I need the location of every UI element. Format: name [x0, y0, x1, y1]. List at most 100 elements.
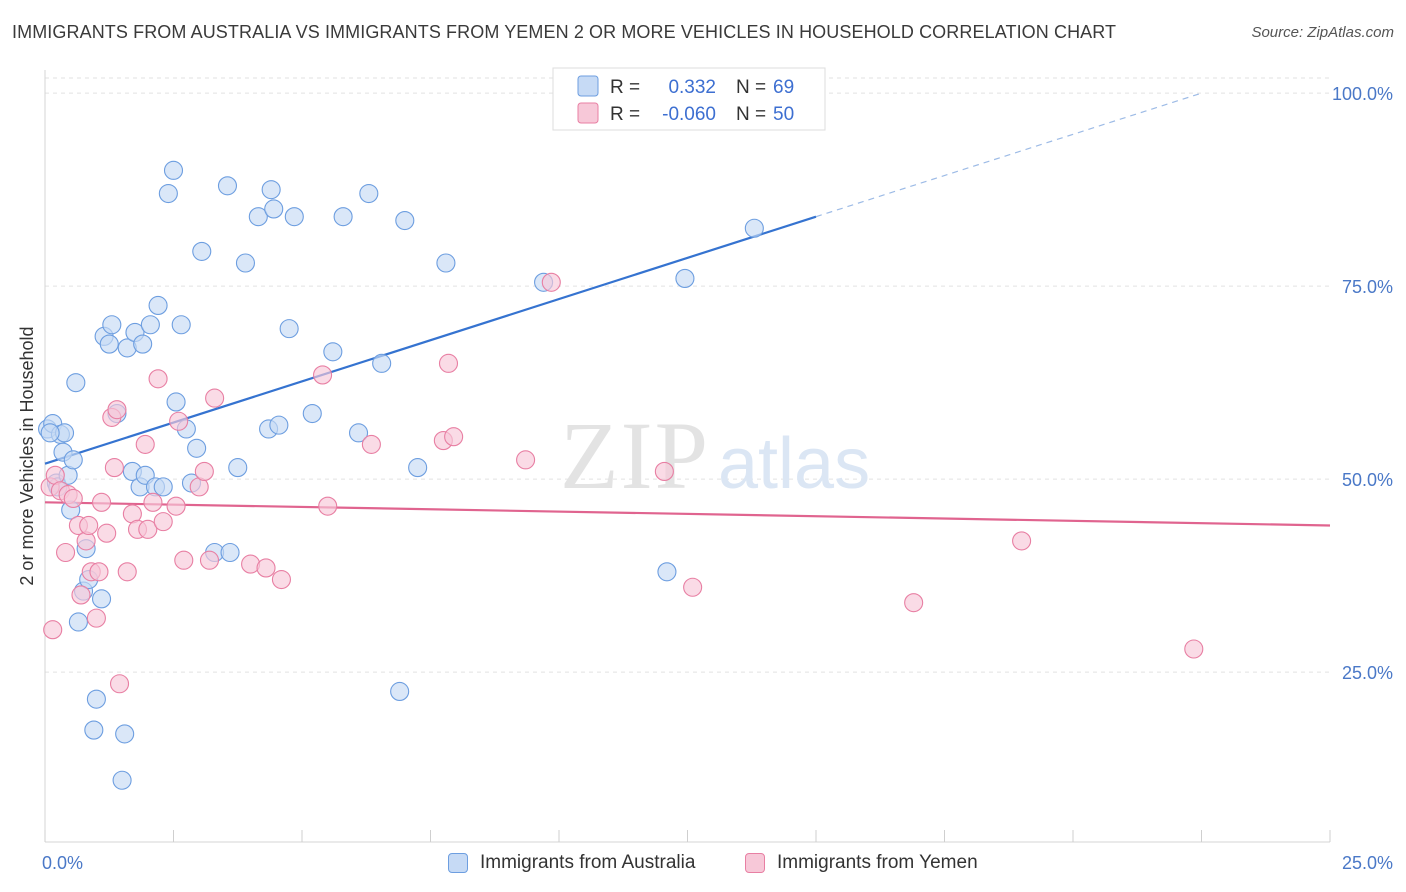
- point-yemen: [1012, 531, 1032, 551]
- legend-swatch-yemen: [577, 102, 599, 124]
- point-australia: [153, 477, 173, 497]
- point-australia: [657, 562, 677, 582]
- point-yemen: [205, 388, 225, 408]
- point-yemen: [444, 427, 464, 447]
- point-yemen: [43, 620, 63, 640]
- point-australia: [390, 681, 410, 702]
- point-yemen: [166, 496, 186, 516]
- point-australia: [744, 218, 764, 238]
- point-yemen: [256, 558, 276, 578]
- point-australia: [220, 542, 240, 563]
- legend-n-label-2: N =: [736, 104, 766, 125]
- point-yemen: [63, 488, 83, 509]
- point-australia: [302, 403, 322, 424]
- y-axis-label: 2 or more Vehicles in Household: [17, 326, 37, 585]
- point-australia: [86, 689, 106, 709]
- point-australia: [148, 295, 168, 316]
- point-australia: [84, 720, 104, 740]
- axes: [44, 70, 1331, 843]
- point-australia: [261, 180, 281, 200]
- point-yemen: [174, 550, 194, 570]
- legend-label-australia: Immigrants from Australia: [480, 852, 696, 873]
- point-yemen: [71, 585, 91, 605]
- legend-item-yemen: Immigrants from Yemen: [745, 852, 978, 874]
- point-yemen: [79, 515, 99, 536]
- point-australia: [192, 241, 212, 261]
- trend-line-australia-extension: [815, 92, 1202, 218]
- point-yemen: [541, 272, 561, 292]
- legend-r-value-2: -0.060: [662, 104, 716, 125]
- point-yemen: [516, 450, 536, 470]
- legend-r-value-1: 0.332: [668, 77, 716, 98]
- point-australia: [102, 315, 122, 335]
- watermark: ZIP atlas: [560, 402, 870, 509]
- point-australia: [187, 438, 207, 458]
- point-australia: [158, 183, 178, 204]
- point-yemen: [199, 550, 220, 570]
- point-australia: [112, 770, 132, 790]
- legend-swatch-yemen-bottom: [745, 853, 765, 873]
- point-australia: [163, 160, 184, 180]
- point-yemen: [904, 593, 924, 613]
- point-yemen: [271, 569, 291, 590]
- point-australia: [66, 373, 86, 393]
- legend-label-yemen: Immigrants from Yemen: [777, 852, 978, 873]
- legend-swatch-australia: [577, 75, 599, 97]
- point-yemen: [109, 674, 130, 694]
- y-tick-label: 50.0%: [1342, 470, 1393, 490]
- x-tick-label-max: 25.0%: [1342, 853, 1393, 873]
- point-yemen: [104, 458, 124, 478]
- tick-labels: 25.0% 50.0% 75.0% 100.0% 0.0% 25.0%: [42, 84, 1393, 873]
- point-yemen: [194, 461, 214, 481]
- point-australia: [40, 423, 60, 443]
- trend-line-yemen: [44, 501, 1331, 527]
- point-yemen: [107, 400, 127, 420]
- correlation-legend: R = 0.332 N = 69 R = -0.060 N = 50: [552, 67, 826, 131]
- legend-n-label-1: N =: [736, 77, 766, 98]
- watermark-atlas: atlas: [718, 424, 870, 504]
- data-points: [38, 160, 1204, 790]
- point-australia: [248, 207, 268, 227]
- point-australia: [140, 315, 160, 335]
- point-yemen: [153, 512, 173, 532]
- y-tick-label: 100.0%: [1332, 84, 1393, 104]
- point-yemen: [683, 577, 703, 597]
- legend-r-label-1: R =: [610, 77, 640, 98]
- point-australia: [133, 334, 153, 354]
- point-australia: [395, 210, 415, 231]
- point-australia: [284, 207, 304, 227]
- point-australia: [269, 415, 289, 435]
- y-tick-label: 25.0%: [1342, 663, 1393, 683]
- legend-item-australia: Immigrants from Australia: [448, 852, 695, 874]
- point-australia: [323, 342, 343, 362]
- point-australia: [217, 176, 238, 196]
- point-yemen: [438, 353, 459, 373]
- point-yemen: [313, 365, 333, 385]
- point-yemen: [148, 369, 168, 389]
- point-australia: [166, 392, 186, 412]
- point-australia: [279, 319, 299, 339]
- point-yemen: [89, 562, 109, 582]
- legend-swatch-australia-bottom: [448, 853, 468, 873]
- point-yemen: [143, 492, 163, 512]
- point-australia: [99, 334, 119, 354]
- point-yemen: [56, 542, 76, 563]
- legend-r-label-2: R =: [610, 104, 640, 125]
- legend-n-value-1: 69: [773, 77, 794, 98]
- point-australia: [359, 183, 379, 204]
- legend-n-value-2: 50: [773, 104, 794, 125]
- y-tick-label: 75.0%: [1342, 277, 1393, 297]
- point-australia: [235, 253, 256, 273]
- point-australia: [372, 353, 392, 373]
- point-yemen: [117, 562, 137, 582]
- point-yemen: [169, 411, 189, 431]
- x-tick-label-min: 0.0%: [42, 853, 83, 873]
- point-australia: [333, 207, 353, 227]
- point-australia: [91, 589, 112, 609]
- point-yemen: [654, 461, 674, 481]
- point-yemen: [318, 496, 338, 516]
- point-australia: [348, 423, 369, 443]
- point-australia: [171, 315, 191, 335]
- point-australia: [115, 724, 135, 744]
